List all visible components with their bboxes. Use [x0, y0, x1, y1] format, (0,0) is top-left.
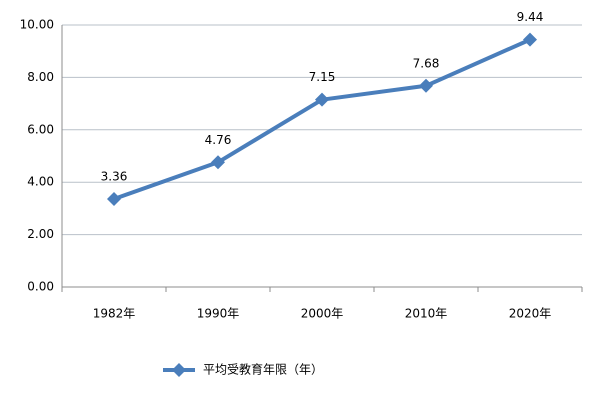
data-label: 9.44 [517, 10, 544, 24]
x-tick-label: 2000年 [301, 307, 344, 321]
y-tick-label: 10.00 [20, 18, 54, 32]
y-tick-label: 4.00 [27, 175, 54, 189]
x-tick-label: 2020年 [509, 307, 552, 321]
data-label: 7.68 [413, 56, 440, 70]
data-label: 7.15 [309, 70, 336, 84]
x-tick-label: 1982年 [93, 307, 136, 321]
point-marker [315, 92, 329, 107]
point-marker [107, 191, 121, 206]
point-marker [419, 78, 433, 93]
y-tick-label: 6.00 [27, 122, 54, 136]
legend-marker [172, 363, 186, 377]
series-line [113, 37, 531, 201]
y-tick-label: 8.00 [27, 70, 54, 84]
data-label: 3.36 [101, 169, 128, 183]
data-label: 4.76 [205, 133, 232, 147]
x-tick-label: 2010年 [405, 307, 448, 321]
x-tick-label: 1990年 [197, 307, 240, 321]
legend-label: 平均受教育年限（年） [203, 362, 323, 377]
y-tick-label: 2.00 [27, 227, 54, 241]
point-marker [211, 155, 225, 170]
y-tick-label: 0.00 [27, 280, 54, 294]
point-marker [523, 32, 537, 47]
